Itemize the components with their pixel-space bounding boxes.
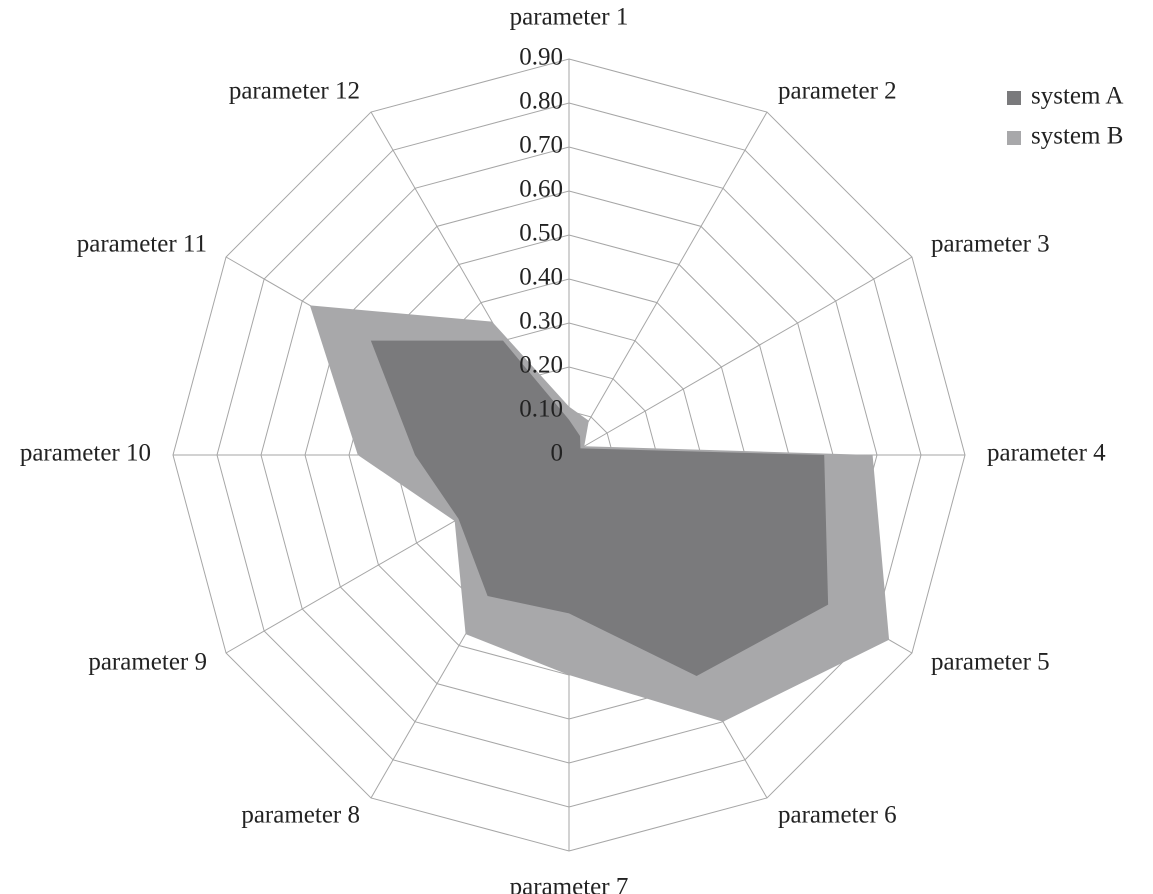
axis-spoke: [568, 111, 768, 456]
series-layer: [309, 305, 890, 722]
tick-label: 0.10: [519, 396, 563, 423]
tick-label: 0.30: [519, 308, 563, 335]
category-label: parameter 9: [88, 649, 207, 676]
category-label: parameter 1: [510, 4, 629, 31]
category-label: parameter 4: [987, 440, 1106, 467]
tick-label: 0.80: [519, 88, 563, 115]
category-labels: parameter 1 parameter 2 parameter 3 paramet…: [20, 4, 1106, 894]
tick-label: 0.50: [519, 220, 563, 247]
series-area-system-a: [370, 340, 829, 677]
tick-labels: 0 0.10 0.20 0.30 0.40 0.50 0.60 0.70 0.80 0.90: [519, 44, 563, 467]
legend-label-system-b: system B: [1031, 123, 1123, 150]
legend: system A system B: [1007, 83, 1123, 150]
category-label: parameter 11: [77, 231, 207, 258]
category-label: parameter 5: [931, 649, 1050, 676]
category-label: parameter 3: [931, 231, 1050, 258]
legend-label-system-a: system A: [1031, 83, 1123, 110]
axis-spoke: [568, 256, 913, 456]
category-label: parameter 8: [241, 802, 360, 829]
category-label: parameter 7: [510, 874, 629, 894]
category-label: parameter 12: [229, 78, 360, 105]
tick-label: 0: [551, 440, 564, 467]
tick-label: 0.60: [519, 176, 563, 203]
tick-label: 0.20: [519, 352, 563, 379]
legend-swatch-system-a: [1007, 91, 1021, 105]
legend-swatch-system-b: [1007, 131, 1021, 145]
tick-label: 0.70: [519, 132, 563, 159]
category-label: parameter 10: [20, 440, 151, 467]
tick-label: 0.90: [519, 44, 563, 71]
category-label: parameter 2: [778, 78, 897, 105]
category-label: parameter 6: [778, 802, 897, 829]
tick-label: 0.40: [519, 264, 563, 291]
